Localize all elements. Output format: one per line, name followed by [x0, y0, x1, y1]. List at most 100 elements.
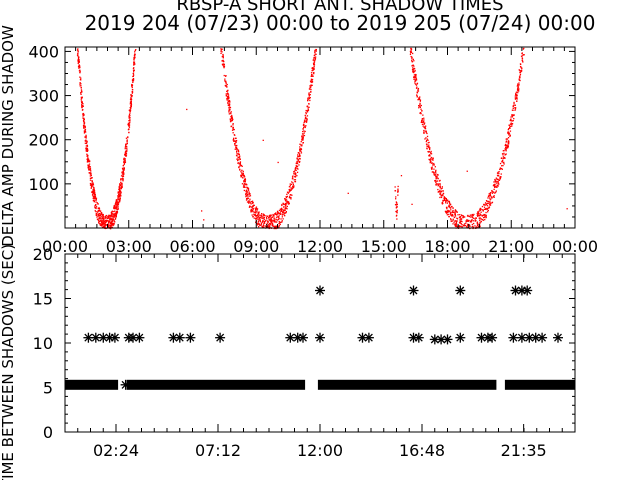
top-data-point [83, 118, 85, 120]
top-data-point [112, 213, 114, 215]
top-data-point [239, 165, 241, 167]
top-data-point [278, 225, 280, 227]
top-data-point [497, 171, 499, 174]
top-data-point [498, 172, 500, 175]
top-data-point [310, 79, 313, 81]
top-y-axis-label: DELTA AMP DURING SHADOW [0, 25, 17, 247]
top-data-point [461, 221, 463, 223]
top-data-point [220, 49, 223, 51]
top-data-point [111, 215, 113, 217]
top-data-point [397, 189, 399, 191]
top-data-point [115, 211, 117, 213]
top-x-tick-label: 15:00 [361, 237, 407, 256]
top-data-point [433, 168, 435, 170]
top-data-point [307, 107, 309, 109]
top-data-point [519, 79, 521, 81]
top-x-tick-label: 12:00 [297, 237, 343, 256]
top-data-point [292, 185, 294, 187]
top-data-point [262, 219, 264, 222]
bottom-data-point [455, 285, 466, 296]
top-data-point [239, 158, 241, 160]
top-data-point [449, 212, 452, 214]
top-data-point [121, 178, 123, 180]
top-data-point [77, 53, 79, 55]
top-data-point [236, 149, 238, 151]
top-data-point [122, 177, 124, 180]
top-data-point [127, 129, 130, 131]
top-data-point [250, 208, 253, 210]
top-data-point [461, 226, 463, 229]
top-data-point [84, 136, 86, 138]
top-data-point [90, 183, 93, 185]
top-data-point [129, 109, 131, 112]
top-data-point [454, 213, 456, 215]
top-data-point [422, 125, 424, 127]
top-data-point [83, 125, 85, 127]
top-data-point [263, 214, 265, 216]
top-x-tick-label: 09:00 [233, 237, 279, 256]
top-data-point [308, 97, 311, 100]
top-data-point [125, 137, 128, 139]
top-data-point [113, 222, 115, 225]
top-data-point [129, 101, 132, 103]
top-data-point [305, 121, 308, 123]
top-data-point [474, 219, 477, 222]
top-data-point [484, 214, 486, 216]
top-data-point [82, 117, 84, 119]
top-data-point [93, 196, 96, 198]
top-data-point [310, 91, 312, 93]
top-data-point [231, 119, 233, 122]
top-data-point [285, 206, 287, 209]
top-y-tick-label: 400 [28, 42, 59, 61]
top-data-point [111, 218, 113, 220]
top-data-point [243, 183, 246, 185]
top-data-point [413, 65, 415, 67]
top-data-point [105, 214, 108, 217]
top-data-point [494, 184, 496, 186]
top-data-point [421, 119, 424, 121]
top-data-point [442, 190, 444, 192]
top-data-point [419, 102, 421, 104]
top-panel-delta-amp: DELTA AMP DURING SHADOW 10020030040000:0… [0, 25, 598, 256]
top-data-point [303, 134, 306, 137]
top-data-point [476, 224, 479, 226]
top-data-point [430, 167, 433, 169]
top-data-point [446, 208, 448, 210]
top-data-point [92, 199, 95, 201]
top-data-point [110, 215, 112, 218]
top-data-point [479, 208, 481, 210]
top-data-point [129, 117, 131, 119]
top-data-point [396, 210, 398, 212]
top-data-point [81, 104, 83, 106]
top-data-point [445, 200, 447, 202]
top-data-point [245, 199, 248, 201]
top-data-point [480, 218, 483, 220]
top-data-point [255, 221, 257, 223]
top-data-point [431, 168, 433, 170]
top-data-point [508, 132, 511, 134]
top-data-point [294, 179, 297, 181]
top-data-point [117, 195, 119, 197]
top-data-point [438, 191, 440, 193]
top-data-point [493, 185, 496, 187]
top-data-point [415, 84, 418, 86]
top-data-point [263, 214, 265, 216]
top-data-point [464, 224, 467, 227]
top-data-point [116, 211, 118, 213]
top-data-point [301, 136, 303, 138]
top-data-point [492, 185, 495, 187]
bottom-panel-time-between-shadows: TIME BETWEEN SHADOWS (SEC) 0510152002:24… [0, 244, 576, 480]
top-data-point [246, 198, 248, 200]
top-data-point [294, 169, 296, 171]
top-data-point [435, 176, 437, 178]
top-data-point [259, 219, 261, 221]
top-data-point [79, 85, 81, 87]
top-data-point [241, 173, 243, 175]
top-data-point [87, 160, 89, 162]
top-data-point [89, 175, 91, 177]
top-data-point [431, 166, 433, 168]
top-data-point [442, 194, 444, 196]
top-data-point [88, 160, 90, 163]
top-data-point [428, 141, 430, 144]
top-data-point [96, 202, 98, 204]
